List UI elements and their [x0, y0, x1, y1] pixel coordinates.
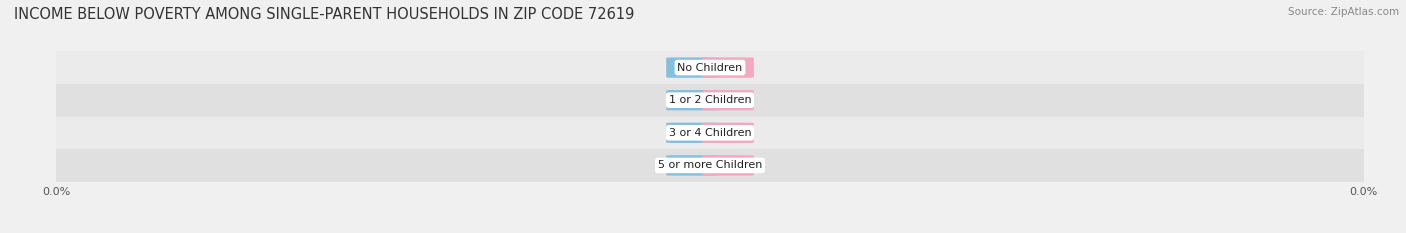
Text: 0.0%: 0.0% [714, 63, 741, 72]
Text: 0.0%: 0.0% [714, 95, 741, 105]
FancyBboxPatch shape [666, 57, 718, 78]
Bar [56, 116, 1364, 149]
FancyBboxPatch shape [702, 155, 754, 176]
Text: INCOME BELOW POVERTY AMONG SINGLE-PARENT HOUSEHOLDS IN ZIP CODE 72619: INCOME BELOW POVERTY AMONG SINGLE-PARENT… [14, 7, 634, 22]
FancyBboxPatch shape [702, 90, 754, 110]
Text: 0.0%: 0.0% [714, 161, 741, 170]
FancyBboxPatch shape [666, 123, 718, 143]
Text: 0.0%: 0.0% [679, 161, 706, 170]
Text: 0.0%: 0.0% [679, 128, 706, 138]
Text: 1 or 2 Children: 1 or 2 Children [669, 95, 751, 105]
Bar [56, 149, 1364, 182]
Bar [56, 51, 1364, 84]
FancyBboxPatch shape [666, 155, 718, 176]
Text: 0.0%: 0.0% [679, 63, 706, 72]
Text: 3 or 4 Children: 3 or 4 Children [669, 128, 751, 138]
FancyBboxPatch shape [702, 123, 754, 143]
Text: Source: ZipAtlas.com: Source: ZipAtlas.com [1288, 7, 1399, 17]
Text: No Children: No Children [678, 63, 742, 72]
FancyBboxPatch shape [702, 57, 754, 78]
Text: 0.0%: 0.0% [679, 95, 706, 105]
Text: 5 or more Children: 5 or more Children [658, 161, 762, 170]
Text: 0.0%: 0.0% [714, 128, 741, 138]
Bar [56, 84, 1364, 116]
FancyBboxPatch shape [666, 90, 718, 110]
